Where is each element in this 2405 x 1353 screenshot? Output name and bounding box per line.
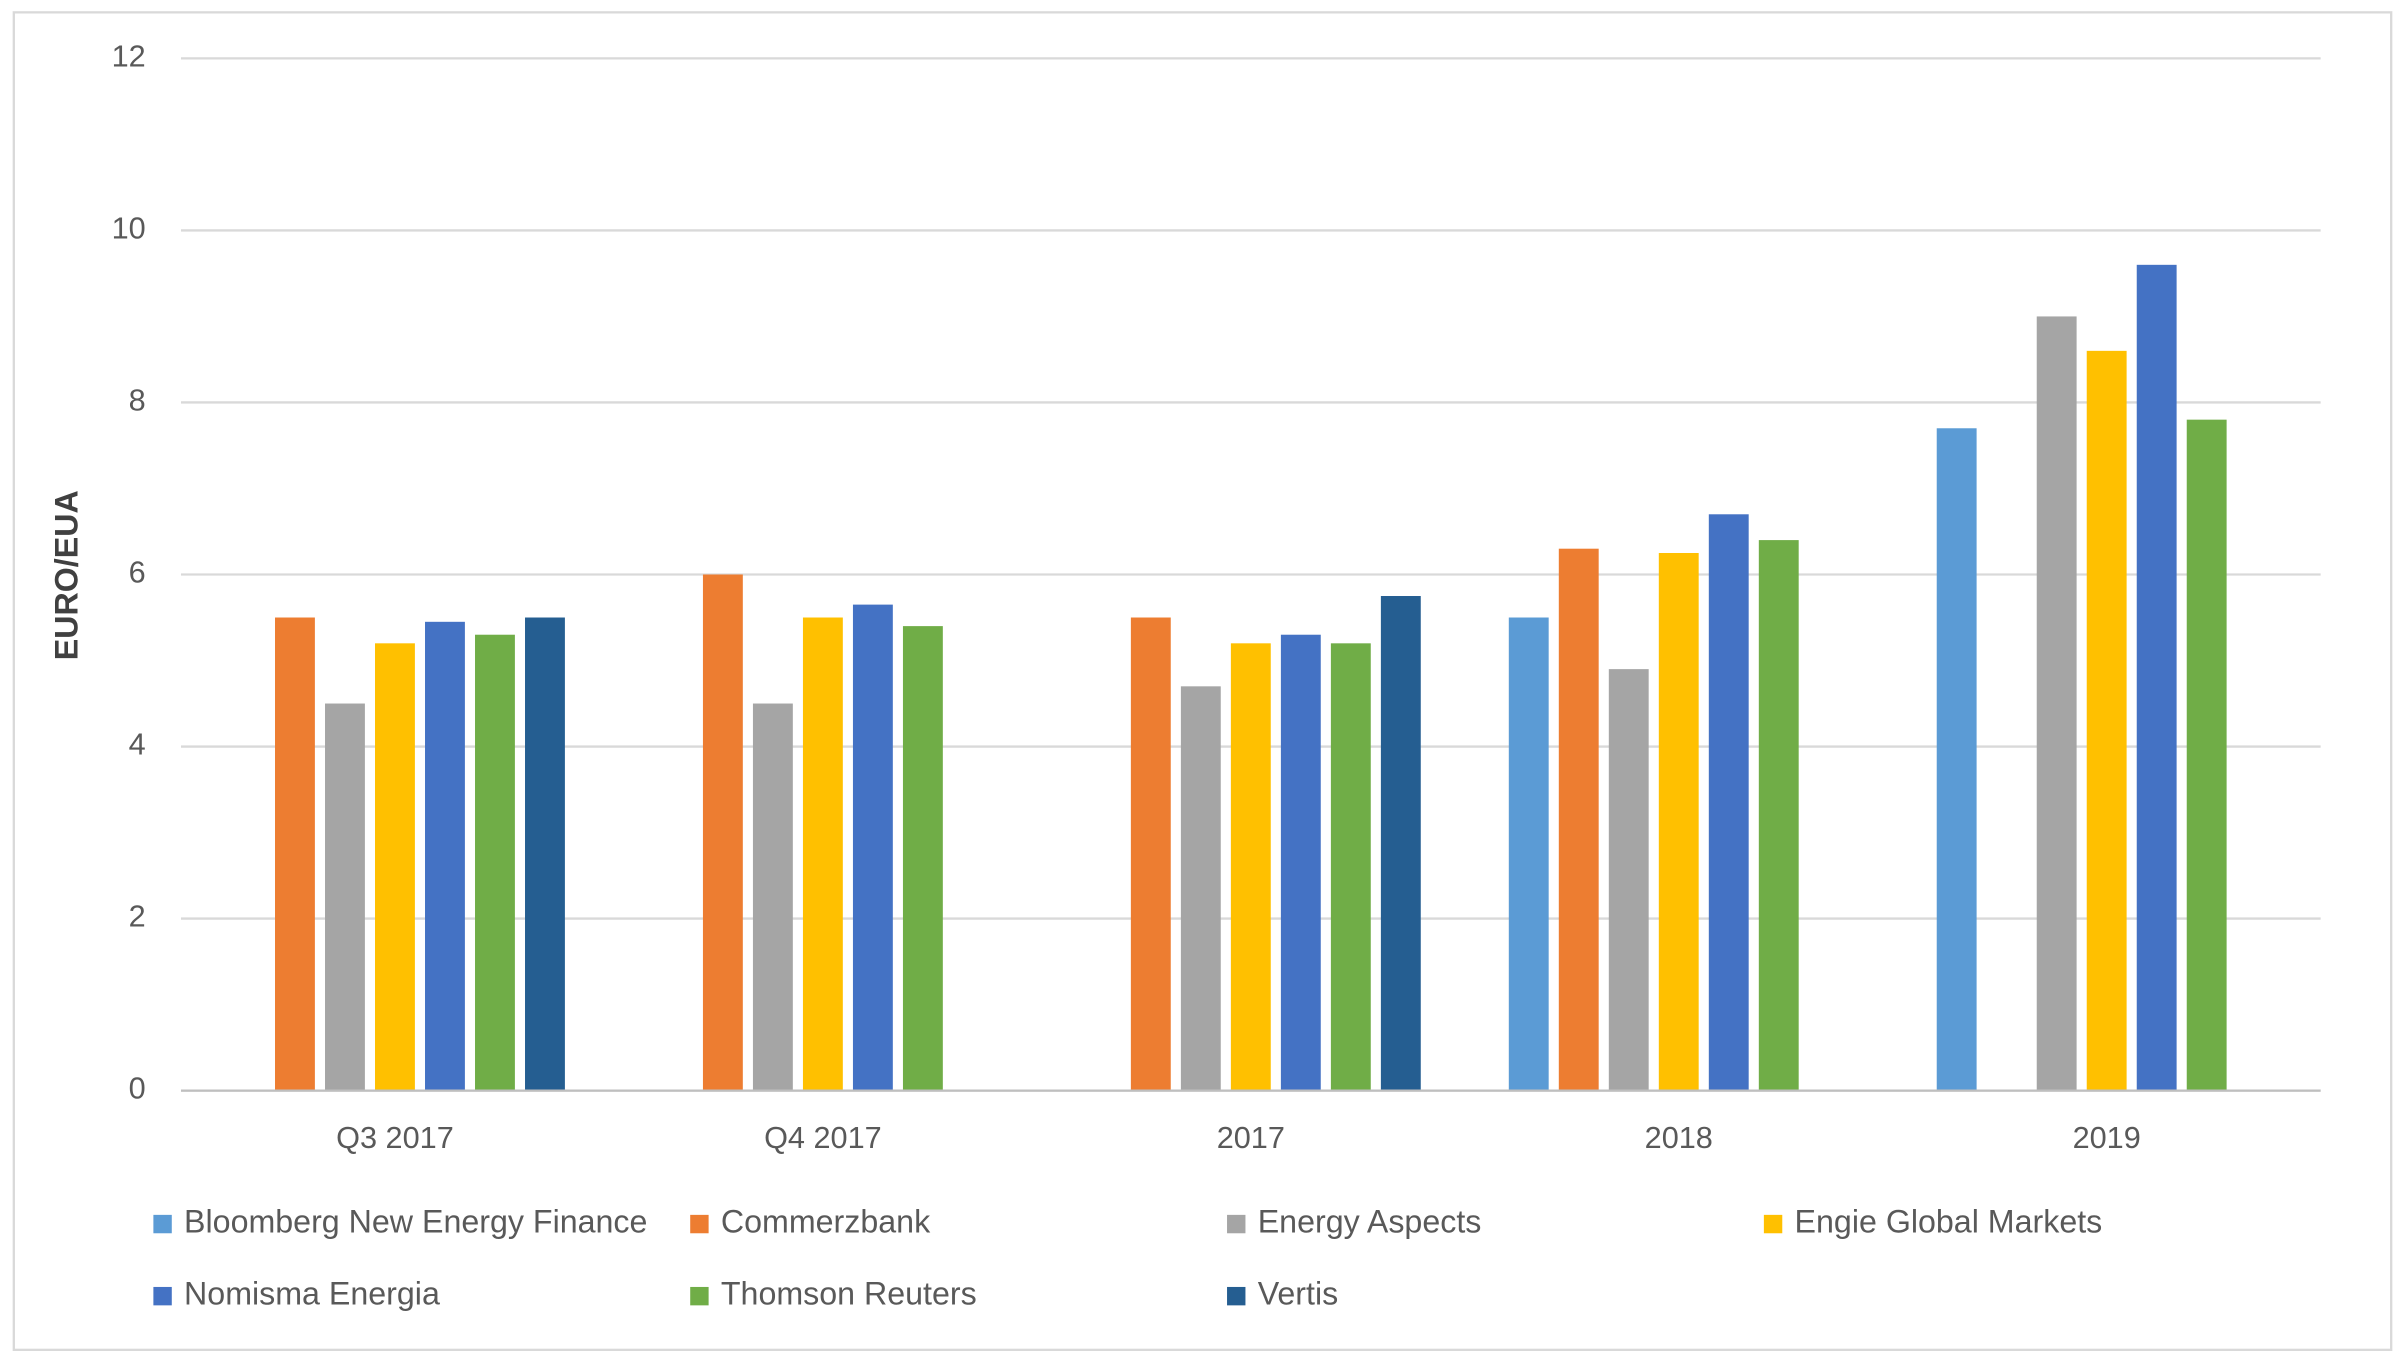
bar <box>1380 596 1421 1091</box>
bar <box>1230 643 1271 1091</box>
bar <box>1508 617 1549 1091</box>
x-tick-label: 2019 <box>2073 1121 2141 1155</box>
legend-label: Nomisma Energia <box>184 1276 440 1312</box>
legend-swatch <box>153 1214 172 1234</box>
legend-label: Engie Global Markets <box>1795 1204 2103 1240</box>
bar <box>475 634 515 1091</box>
y-tick-label: 12 <box>112 39 146 73</box>
bar <box>2136 264 2177 1091</box>
x-tick-label: Q4 2017 <box>764 1121 882 1155</box>
bar <box>425 621 465 1091</box>
legend-swatch <box>1227 1286 1246 1306</box>
legend-swatch <box>153 1286 172 1306</box>
y-tick-label: 4 <box>129 728 146 762</box>
y-tick-label: 6 <box>129 556 146 590</box>
bar <box>752 703 793 1091</box>
bar <box>525 617 565 1091</box>
bar <box>325 703 365 1091</box>
bar <box>2086 350 2127 1091</box>
legend-label: Commerzbank <box>721 1204 931 1240</box>
bar <box>1180 686 1221 1091</box>
bar <box>802 617 843 1091</box>
bar <box>902 626 943 1091</box>
legend-label: Bloomberg New Energy Finance <box>184 1204 647 1240</box>
legend-label: Vertis <box>1258 1276 1339 1312</box>
y-axis-label: EURO/EUA <box>49 490 85 660</box>
bar <box>1608 669 1649 1091</box>
legend-label: Energy Aspects <box>1258 1204 1482 1240</box>
y-tick-label: 10 <box>112 212 146 246</box>
legend-swatch <box>1227 1214 1246 1234</box>
x-tick-label: 2018 <box>1645 1121 1713 1155</box>
legend-swatch <box>690 1286 709 1306</box>
legend-swatch <box>1763 1214 1783 1234</box>
bar <box>2036 316 2077 1091</box>
y-tick-label: 2 <box>129 900 146 934</box>
bar <box>702 574 743 1091</box>
bar <box>1758 540 1799 1091</box>
legend-swatch <box>690 1214 709 1234</box>
bar <box>1558 548 1599 1091</box>
bar <box>1708 514 1749 1091</box>
bar <box>2186 419 2227 1091</box>
x-tick-label: 2017 <box>1217 1121 1285 1155</box>
bar <box>852 604 893 1091</box>
y-tick-label: 8 <box>129 384 146 418</box>
bar <box>375 643 415 1091</box>
bar <box>1130 617 1171 1091</box>
legend-label: Thomson Reuters <box>721 1276 977 1312</box>
bar <box>1658 552 1699 1091</box>
bar <box>1280 634 1321 1091</box>
y-tick-label: 0 <box>129 1072 146 1106</box>
x-tick-label: Q3 2017 <box>336 1121 454 1155</box>
bar <box>1936 428 1977 1091</box>
bar <box>275 617 315 1091</box>
bar <box>1330 643 1371 1091</box>
